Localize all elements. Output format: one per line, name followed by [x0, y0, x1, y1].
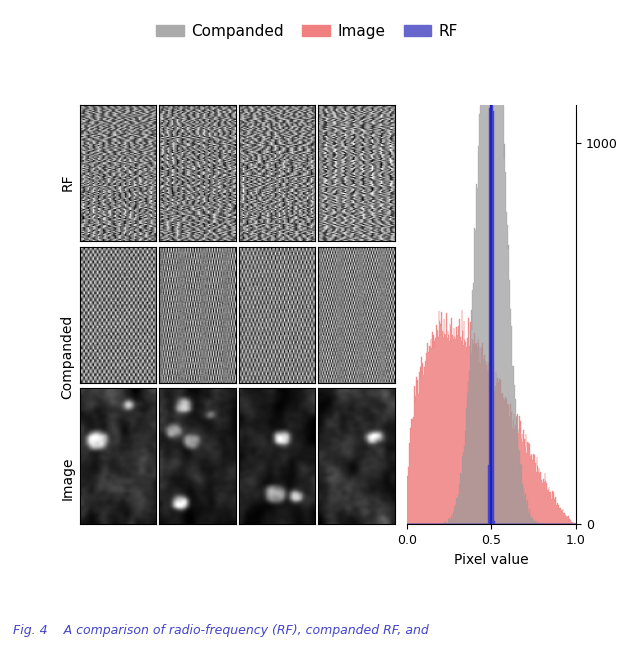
Legend: Companded, Image, RF: Companded, Image, RF [150, 18, 465, 45]
Polygon shape [406, 0, 576, 525]
Polygon shape [406, 309, 576, 525]
Y-axis label: Companded: Companded [60, 315, 74, 399]
Text: Fig. 4    A comparison of radio-frequency (RF), companded RF, and: Fig. 4 A comparison of radio-frequency (… [13, 624, 429, 637]
X-axis label: Pixel value: Pixel value [454, 552, 529, 567]
Y-axis label: RF: RF [60, 173, 74, 191]
Polygon shape [406, 0, 576, 525]
Y-axis label: Pixel count: Pixel count [639, 277, 640, 353]
Y-axis label: Image: Image [60, 456, 74, 500]
